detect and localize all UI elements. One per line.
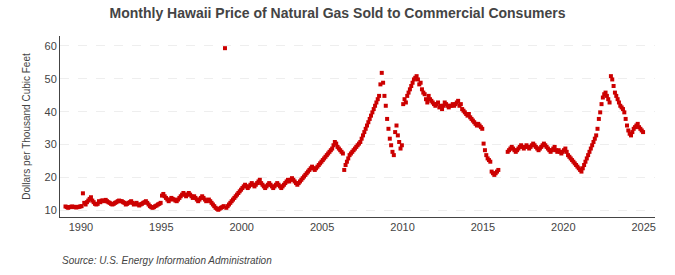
svg-text:2020: 2020 [551, 221, 575, 233]
svg-text:2000: 2000 [229, 221, 253, 233]
svg-text:2025: 2025 [631, 221, 655, 233]
svg-text:1995: 1995 [149, 221, 173, 233]
svg-text:Dollars per Thousand Cubic Fee: Dollars per Thousand Cubic Feet [21, 53, 32, 200]
svg-text:30: 30 [45, 138, 57, 150]
svg-text:50: 50 [45, 73, 57, 85]
svg-text:2015: 2015 [471, 221, 495, 233]
svg-text:40: 40 [45, 106, 57, 118]
svg-text:2010: 2010 [390, 221, 414, 233]
svg-text:1990: 1990 [69, 221, 93, 233]
svg-text:60: 60 [45, 40, 57, 52]
svg-text:10: 10 [45, 204, 57, 216]
svg-text:Source: U.S. Energy Informatio: Source: U.S. Energy Information Administ… [62, 255, 272, 266]
svg-text:Monthly Hawaii Price of Natura: Monthly Hawaii Price of Natural Gas Sold… [110, 5, 566, 21]
svg-text:20: 20 [45, 171, 57, 183]
svg-text:2005: 2005 [310, 221, 334, 233]
